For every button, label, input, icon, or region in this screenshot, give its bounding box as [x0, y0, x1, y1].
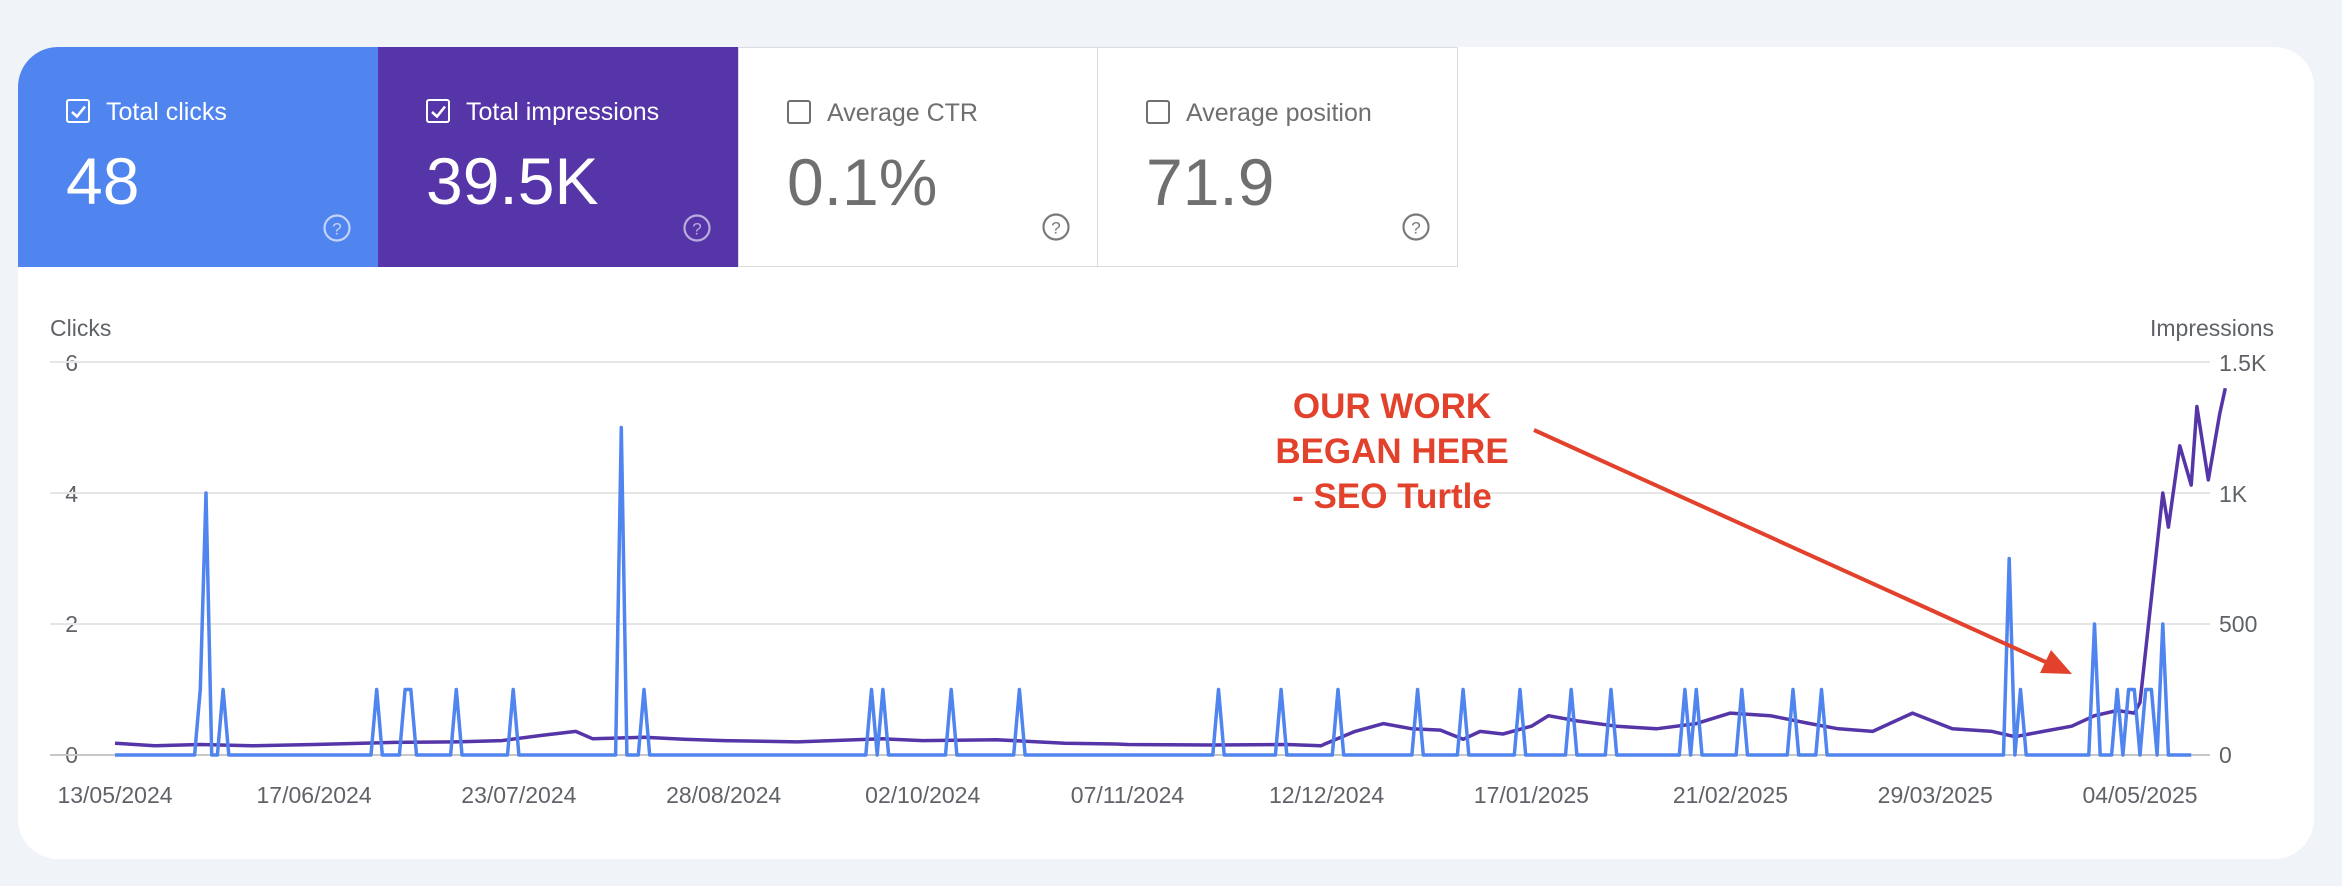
total-clicks-tile[interactable]: Total clicks 48 ?: [18, 47, 378, 267]
help-icon[interactable]: ?: [1401, 212, 1431, 242]
total-impressions-checkbox[interactable]: [426, 99, 450, 123]
average-ctr-checkbox[interactable]: [787, 100, 811, 124]
svg-text:?: ?: [692, 220, 701, 239]
average-position-value: 71.9: [1146, 145, 1275, 219]
right-tick-label: 0: [2219, 742, 2232, 768]
x-tick-label: 23/07/2024: [461, 782, 577, 808]
x-tick-label: 28/08/2024: [666, 782, 782, 808]
total-clicks-label: Total clicks: [106, 98, 227, 126]
svg-text:?: ?: [332, 220, 341, 239]
average-ctr-value: 0.1%: [787, 145, 938, 219]
right-tick-label: 500: [2219, 611, 2258, 637]
x-tick-label: 07/11/2024: [1070, 782, 1185, 808]
x-tick-label: 17/06/2024: [256, 782, 372, 808]
total-clicks-value: 48: [66, 144, 140, 218]
x-tick-label: 21/02/2025: [1672, 782, 1788, 808]
average-ctr-tile[interactable]: Average CTR 0.1% ?: [738, 47, 1098, 267]
x-tick-label: 04/05/2025: [2082, 782, 2198, 808]
annotation-arrowhead: [2040, 650, 2072, 674]
annotation-arrow: [1533, 428, 2051, 666]
help-icon[interactable]: ?: [322, 213, 352, 243]
left-axis-title: Clicks: [50, 315, 112, 341]
help-icon[interactable]: ?: [1041, 212, 1071, 242]
total-clicks-checkbox[interactable]: [66, 99, 90, 123]
annotation-text: OUR WORK BEGAN HERE - SEO Turtle: [1212, 384, 1572, 519]
annotation-line-1: OUR WORK: [1292, 387, 1492, 426]
total-impressions-value: 39.5K: [426, 144, 599, 218]
annotation-line-3: - SEO Turtle: [1292, 477, 1492, 516]
total-impressions-tile[interactable]: Total impressions 39.5K ?: [378, 47, 738, 267]
right-tick-label: 1.5K: [2219, 350, 2267, 376]
average-position-checkbox[interactable]: [1146, 100, 1170, 124]
average-position-label: Average position: [1186, 99, 1372, 127]
right-tick-label: 1K: [2219, 481, 2248, 507]
help-icon[interactable]: ?: [682, 213, 712, 243]
clicks-series-line: [115, 425, 2192, 757]
annotation-line-2: BEGAN HERE: [1275, 432, 1509, 471]
metric-tiles: Total clicks 48 ? Total impressions 39.5…: [18, 47, 1458, 267]
x-tick-label: 02/10/2024: [865, 782, 981, 808]
average-ctr-label: Average CTR: [827, 99, 978, 127]
x-tick-label: 29/03/2025: [1877, 782, 1993, 808]
average-position-tile[interactable]: Average position 71.9 ?: [1098, 47, 1458, 267]
x-tick-label: 12/12/2024: [1269, 782, 1385, 808]
svg-text:?: ?: [1051, 219, 1060, 238]
impressions-series-line: [114, 387, 2228, 748]
x-tick-label: 13/05/2024: [57, 782, 173, 808]
x-tick-label: 17/01/2025: [1473, 782, 1589, 808]
svg-text:?: ?: [1411, 219, 1420, 238]
total-impressions-label: Total impressions: [466, 98, 660, 126]
right-axis-title: Impressions: [2150, 315, 2274, 341]
